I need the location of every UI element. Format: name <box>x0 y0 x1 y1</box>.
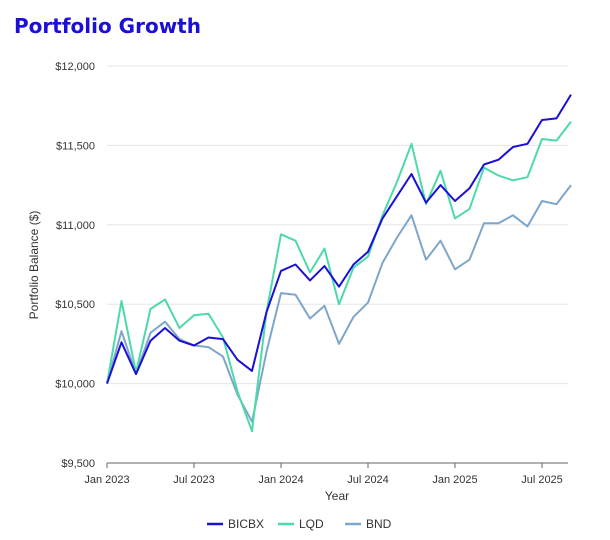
legend-item-bnd: BND <box>345 517 392 531</box>
legend-label: BND <box>366 517 392 531</box>
y-axis-title: Portfolio Balance ($) <box>27 211 41 320</box>
x-axis-ticks: Jan 2023 Jul 2023 Jan 2024 Jul 2024 Jan 2025… <box>84 463 563 486</box>
x-tick-label: Jan 2024 <box>258 474 303 486</box>
chart-title: Portfolio Growth <box>14 14 201 38</box>
grid-lines <box>107 65 568 464</box>
series-lines <box>106 94 572 433</box>
legend-item-lqd: LQD <box>278 517 324 531</box>
x-tick-label: Jul 2024 <box>347 474 389 486</box>
legend-item-bicbx: BICBX <box>207 517 264 531</box>
legend: BICBX LQD BND <box>207 517 392 531</box>
y-tick-label: $12,000 <box>55 61 95 73</box>
legend-label: LQD <box>299 517 324 531</box>
y-tick-label: $11,000 <box>56 220 95 232</box>
series-line-bicbx <box>106 94 572 384</box>
x-axis-title: Year <box>325 489 349 503</box>
x-tick-label: Jan 2025 <box>432 474 477 486</box>
y-tick-label: $10,000 <box>55 379 95 391</box>
series-line-bnd <box>106 184 572 423</box>
y-tick-label: $11,500 <box>56 140 95 152</box>
y-tick-label: $10,500 <box>55 299 95 311</box>
x-tick-label: Jan 2023 <box>84 474 129 486</box>
y-tick-label: $9,500 <box>61 458 95 470</box>
legend-label: BICBX <box>228 517 264 531</box>
x-tick-label: Jul 2025 <box>521 474 563 486</box>
y-axis-ticks: $9,500 $10,000 $10,500 $11,000 $11,500 $12,00… <box>55 61 95 470</box>
series-line-lqd <box>106 120 572 433</box>
x-tick-label: Jul 2023 <box>173 474 215 486</box>
